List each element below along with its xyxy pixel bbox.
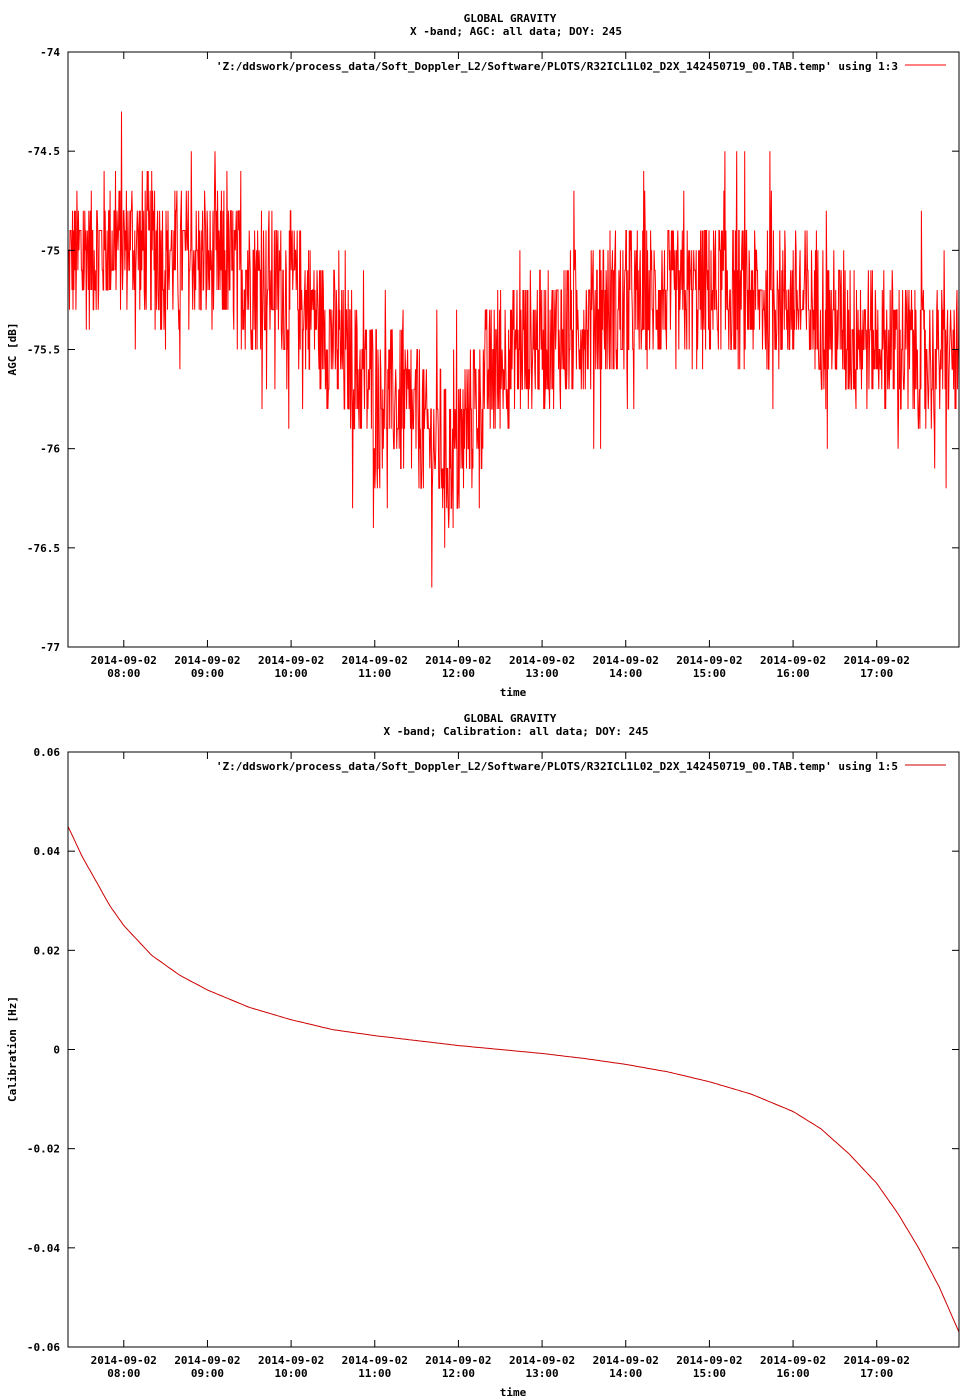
calibration-x-tick-time: 12:00	[442, 1367, 475, 1380]
calibration-x-tick-date: 2014-09-02	[676, 1354, 742, 1367]
calibration-y-tick-label: -0.02	[27, 1143, 60, 1156]
agc-chart-subtitle: X -band; AGC: all data; DOY: 245	[410, 25, 622, 38]
calibration-x-tick-time: 15:00	[693, 1367, 726, 1380]
agc-x-tick-date: 2014-09-02	[91, 654, 157, 667]
agc-x-tick-time: 14:00	[609, 667, 642, 680]
calibration-x-tick-time: 14:00	[609, 1367, 642, 1380]
agc-y-tick-label: -75	[40, 244, 60, 257]
calibration-x-axis-label: time	[500, 1386, 527, 1399]
agc-x-tick-date: 2014-09-02	[676, 654, 742, 667]
agc-y-tick-label: -77	[40, 641, 60, 654]
calibration-chart-title: GLOBAL GRAVITY	[464, 712, 557, 725]
calibration-x-tick-time: 13:00	[526, 1367, 559, 1380]
agc-y-tick-label: -74	[40, 46, 60, 59]
agc-series-line	[68, 111, 960, 588]
calibration-y-tick-label: -0.06	[27, 1341, 60, 1354]
calibration-x-tick-time: 10:00	[275, 1367, 308, 1380]
calibration-x-tick-time: 16:00	[777, 1367, 810, 1380]
calibration-x-tick-date: 2014-09-02	[258, 1354, 324, 1367]
calibration-x-tick-date: 2014-09-02	[342, 1354, 408, 1367]
calibration-x-tick-time: 17:00	[860, 1367, 893, 1380]
calibration-x-tick-date: 2014-09-02	[760, 1354, 826, 1367]
agc-legend-label: 'Z:/ddswork/process_data/Soft_Doppler_L2…	[216, 60, 898, 73]
agc-x-tick-time: 10:00	[275, 667, 308, 680]
agc-y-tick-label: -76	[40, 443, 60, 456]
agc-x-tick-time: 08:00	[107, 667, 140, 680]
agc-chart-title: GLOBAL GRAVITY	[464, 12, 557, 25]
agc-x-tick-time: 09:00	[191, 667, 224, 680]
calibration-y-tick-label: 0.02	[34, 944, 61, 957]
agc-x-tick-date: 2014-09-02	[258, 654, 324, 667]
agc-y-tick-label: -75.5	[27, 344, 60, 357]
calibration-y-tick-label: 0	[53, 1044, 60, 1057]
agc-x-tick-date: 2014-09-02	[174, 654, 240, 667]
agc-plot-area	[68, 111, 960, 588]
calibration-x-tick-date: 2014-09-02	[844, 1354, 910, 1367]
calibration-x-tick-date: 2014-09-02	[509, 1354, 575, 1367]
agc-x-tick-time: 13:00	[526, 667, 559, 680]
calibration-y-tick-label: -0.04	[27, 1242, 60, 1255]
calibration-plot-frame	[67, 751, 960, 1348]
agc-x-tick-date: 2014-09-02	[425, 654, 491, 667]
calibration-x-tick-date: 2014-09-02	[174, 1354, 240, 1367]
agc-y-ticks: -74 -74.5 -75 -75.5 -76 -76.5 -77	[27, 46, 959, 654]
agc-x-tick-time: 17:00	[860, 667, 893, 680]
agc-x-tick-time: 12:00	[442, 667, 475, 680]
agc-y-axis-label: AGC [dB]	[6, 323, 19, 376]
calibration-x-tick-date: 2014-09-02	[593, 1354, 659, 1367]
calibration-y-ticks: 0.06 0.04 0.02 0 -0.02 -0.04 -0.06	[27, 746, 959, 1354]
agc-x-tick-date: 2014-09-02	[342, 654, 408, 667]
agc-x-tick-date: 2014-09-02	[760, 654, 826, 667]
calibration-x-tick-date: 2014-09-02	[425, 1354, 491, 1367]
calibration-x-tick-time: 09:00	[191, 1367, 224, 1380]
calibration-x-tick-time: 11:00	[358, 1367, 391, 1380]
agc-x-axis-label: time	[500, 686, 527, 699]
agc-x-ticks: 2014-09-0208:002014-09-0209:002014-09-02…	[91, 52, 910, 680]
calibration-x-tick-date: 2014-09-02	[91, 1354, 157, 1367]
agc-y-tick-label: -76.5	[27, 542, 60, 555]
agc-x-tick-date: 2014-09-02	[509, 654, 575, 667]
calibration-legend-label: 'Z:/ddswork/process_data/Soft_Doppler_L2…	[216, 760, 898, 773]
calibration-chart: GLOBAL GRAVITY X -band; Calibration: all…	[6, 712, 960, 1399]
agc-chart: GLOBAL GRAVITY X -band; AGC: all data; D…	[6, 12, 960, 699]
calibration-y-axis-label: Calibration [Hz]	[6, 996, 19, 1102]
agc-x-tick-time: 15:00	[693, 667, 726, 680]
calibration-y-tick-label: 0.06	[34, 746, 61, 759]
agc-x-tick-date: 2014-09-02	[593, 654, 659, 667]
calibration-x-ticks: 2014-09-0208:002014-09-0209:002014-09-02…	[91, 752, 910, 1380]
calibration-series-line	[67, 826, 960, 1333]
calibration-plot-area	[67, 826, 960, 1333]
calibration-legend: 'Z:/ddswork/process_data/Soft_Doppler_L2…	[216, 760, 946, 773]
calibration-x-tick-time: 08:00	[107, 1367, 140, 1380]
agc-x-tick-date: 2014-09-02	[844, 654, 910, 667]
calibration-y-tick-label: 0.04	[34, 845, 61, 858]
agc-legend: 'Z:/ddswork/process_data/Soft_Doppler_L2…	[216, 60, 946, 73]
agc-x-tick-time: 16:00	[777, 667, 810, 680]
agc-x-tick-time: 11:00	[358, 667, 391, 680]
agc-y-tick-label: -74.5	[27, 145, 60, 158]
calibration-chart-subtitle: X -band; Calibration: all data; DOY: 245	[384, 725, 649, 738]
